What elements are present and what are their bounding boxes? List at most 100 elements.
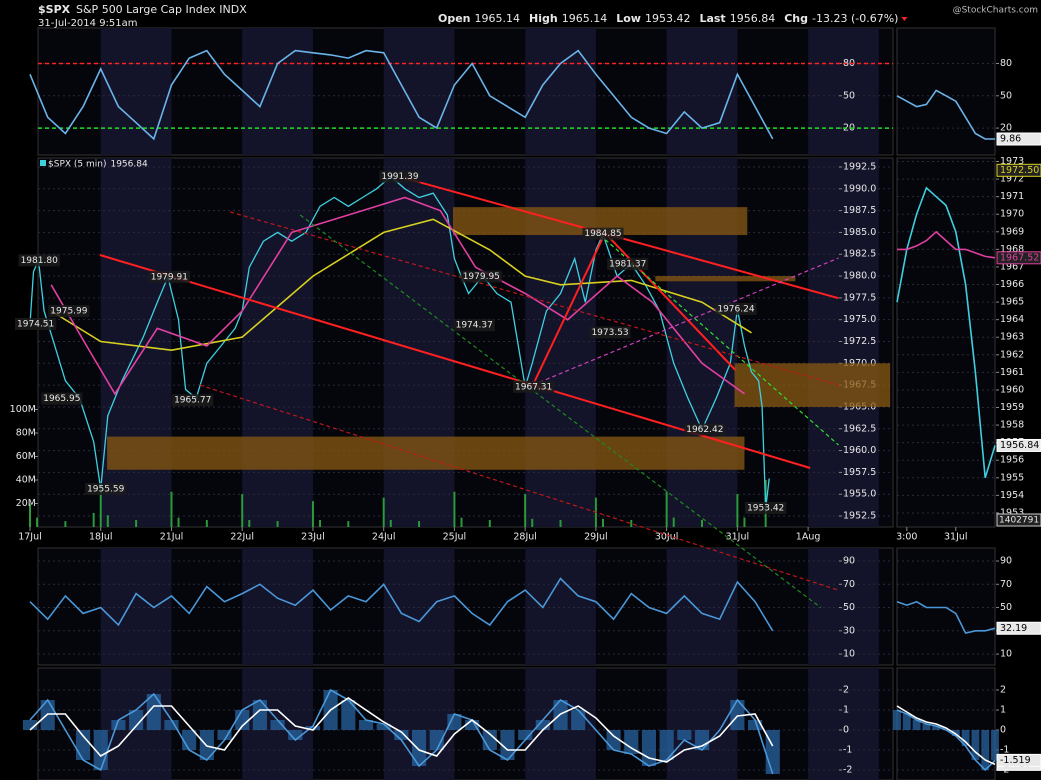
- histogram-bar: [932, 726, 941, 730]
- y-tick-label: 1968: [1000, 244, 1024, 255]
- annotation: 1976.24: [717, 304, 754, 314]
- annotation-box: [715, 302, 757, 315]
- y-tick-label: 70: [1000, 579, 1012, 590]
- histogram-bar: [659, 730, 674, 760]
- histogram-bar: [971, 730, 980, 760]
- value-marker: [996, 438, 1041, 452]
- panels: [37, 27, 996, 780]
- quote-name: Open: [438, 12, 471, 25]
- y-tick-label: 30: [843, 625, 855, 636]
- annotation: 1984.85: [584, 229, 621, 239]
- y-tick-label: 1955.0: [843, 489, 876, 500]
- histogram-bar: [358, 720, 374, 730]
- y-tick-label: 1956: [1000, 455, 1024, 466]
- histogram-bar: [111, 720, 126, 730]
- y-tick-label: 1962.5: [843, 423, 876, 434]
- annotation-box: [148, 270, 190, 283]
- y-tick-label: 1957.5: [843, 467, 876, 478]
- annotation: 1973.53: [591, 328, 628, 338]
- volume-bar: [601, 518, 604, 527]
- volume-bar: [276, 521, 279, 527]
- histogram-bar: [252, 700, 267, 730]
- y-tick-label: 1958: [1000, 420, 1024, 431]
- volume-bar: [630, 519, 633, 527]
- volume-bar: [106, 515, 109, 527]
- histogram-bar: [270, 720, 285, 730]
- y-tick-label: 1992.5: [843, 161, 876, 172]
- series-line: [29, 577, 774, 632]
- series-line: [50, 196, 745, 396]
- histogram-bar: [22, 720, 38, 730]
- histogram-bar: [341, 700, 356, 730]
- histogram-bar: [129, 710, 144, 730]
- x-tick-label: 23Jul: [301, 532, 325, 543]
- histogram-bar: [164, 720, 179, 730]
- y-tick-label: 1982.5: [843, 249, 876, 260]
- day-stripe: [242, 28, 313, 155]
- y-tick-label: 1: [1000, 705, 1006, 716]
- y-tick-label: 1987.5: [843, 205, 876, 216]
- volume-bar: [64, 521, 67, 527]
- annotation-box: [15, 317, 57, 330]
- y-tick-label: 1952.5: [843, 511, 876, 522]
- y-tick-label: -2: [843, 765, 852, 776]
- volume-bar: [241, 494, 244, 527]
- value-marker: [996, 251, 1041, 265]
- y-tick-label: 1990.0: [843, 183, 876, 194]
- y-tick-label: 2: [1000, 685, 1006, 696]
- legend-last: 1956.84: [110, 160, 147, 170]
- volume-bar: [389, 519, 392, 527]
- histogram-bar: [288, 730, 303, 740]
- subtitle: S&P 500 Large Cap Index INDX: [76, 3, 247, 16]
- x-tick-label: 28Jul: [513, 532, 537, 543]
- histogram-bar: [500, 730, 515, 760]
- symbol: $SPX: [38, 3, 71, 16]
- histogram-bar: [571, 710, 586, 730]
- annotation-box: [589, 326, 631, 339]
- annotation-box: [85, 483, 127, 496]
- y-tick-label: 80: [843, 58, 855, 69]
- y-tick-label: -1: [1000, 745, 1009, 756]
- y-tick-label: 50: [843, 602, 855, 613]
- y-tick-label: 1965: [1000, 297, 1024, 308]
- histogram-bar: [518, 730, 533, 740]
- y-tick-label: 10: [1000, 649, 1012, 660]
- volume-bar: [177, 517, 180, 527]
- volume-tick-label: 80M: [16, 427, 36, 438]
- quote-name: High: [529, 12, 558, 25]
- volume-bar: [92, 512, 95, 527]
- histogram-bar: [893, 710, 901, 730]
- value-marker-label: 1967.52: [1000, 252, 1039, 263]
- volume-bar: [382, 497, 385, 527]
- y-tick-label: 90: [1000, 556, 1012, 567]
- annotation-box: [48, 305, 90, 318]
- volume-bar: [170, 491, 173, 527]
- annotation-box: [745, 501, 787, 514]
- series-line: [896, 705, 996, 766]
- y-tick-label: 1955: [1000, 472, 1024, 483]
- volume-bar: [488, 519, 491, 527]
- day-stripe: [666, 548, 738, 665]
- y-tick-label: 1967: [1000, 261, 1024, 272]
- y-tick-label: 50: [1000, 90, 1012, 101]
- volume-bar: [453, 491, 456, 527]
- annotation: 1975.99: [50, 307, 87, 317]
- y-tick-label: 1972.5: [843, 336, 876, 347]
- date: 31-Jul-2014 9:51am: [38, 18, 138, 29]
- y-tick-label: 1: [843, 705, 849, 716]
- annotation-box: [41, 392, 83, 405]
- zone: [734, 363, 891, 407]
- histogram-bar: [912, 720, 921, 730]
- x-tick-label: 1Aug: [796, 532, 821, 543]
- y-tick-label: 1975.0: [843, 314, 876, 325]
- histogram-bar: [624, 730, 639, 754]
- volume-tick-label: 20M: [16, 498, 36, 509]
- y-tick-label: 1962: [1000, 349, 1024, 360]
- histogram-bar: [981, 730, 990, 770]
- day-stripe: [808, 28, 879, 155]
- y-tick-label: 1953: [1000, 507, 1024, 518]
- histogram-bar: [465, 720, 480, 730]
- histogram-bar: [376, 724, 391, 730]
- x-tick-label: 24Jul: [372, 532, 396, 543]
- series-line: [896, 600, 996, 635]
